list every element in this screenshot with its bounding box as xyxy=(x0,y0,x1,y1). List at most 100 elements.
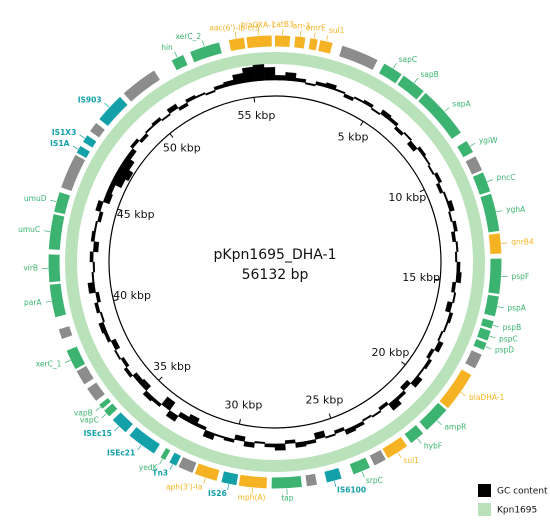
gene-label: blaDHA-1 xyxy=(469,393,505,402)
gc-bar xyxy=(423,358,433,370)
gc-bar xyxy=(396,390,407,401)
gene-arc xyxy=(171,54,188,71)
gene-arc xyxy=(54,192,71,215)
gene-label: IS6100 xyxy=(337,486,366,495)
gc-bar xyxy=(195,92,206,99)
tick-label: 55 kbp xyxy=(238,109,276,122)
gene-label: pncC xyxy=(497,173,516,182)
gc-bar xyxy=(98,321,108,334)
gc-bar xyxy=(434,340,444,353)
tick-label: 20 kbp xyxy=(371,346,409,359)
gene-arc xyxy=(228,37,246,52)
gene-leader xyxy=(487,179,494,182)
tick-mark xyxy=(253,97,256,103)
gene-leader xyxy=(50,199,57,203)
gene-arc xyxy=(419,402,447,431)
gene-leader xyxy=(413,77,419,83)
gene-label: sul1 xyxy=(403,456,419,465)
gene-arc xyxy=(488,233,502,255)
gene-label: sul1 xyxy=(329,26,345,35)
gc-bar xyxy=(213,83,225,91)
gc-bar xyxy=(403,131,413,141)
gene-label: sapA xyxy=(452,100,471,109)
gc-bar xyxy=(442,321,449,333)
gc-bar xyxy=(446,200,455,212)
gene-label: sapB xyxy=(420,70,438,79)
gc-bar xyxy=(442,191,449,203)
gene-leader xyxy=(45,300,52,303)
gene-leader xyxy=(72,145,79,150)
tick-mark xyxy=(360,121,364,126)
gene-label: vapB xyxy=(74,409,93,418)
gc-bar xyxy=(161,113,171,122)
gene-arc xyxy=(480,193,500,233)
legend-label: Kpn1695 xyxy=(497,506,537,516)
gene-label: ISEc21 xyxy=(107,448,135,457)
gene-arc xyxy=(488,258,502,295)
gc-bar xyxy=(123,367,133,378)
gene-label: yedK xyxy=(139,463,159,472)
gene-leader xyxy=(251,487,253,494)
chart-title: pKpn1695_DHA-1 xyxy=(214,247,337,263)
gene-arc xyxy=(369,449,386,466)
gc-bar xyxy=(151,116,162,127)
tick-mark xyxy=(419,189,425,193)
gene-leader xyxy=(489,335,496,339)
gene-arc xyxy=(112,412,133,433)
gc-bar xyxy=(362,414,373,422)
gene-label: emrE xyxy=(306,24,326,33)
gene-leader xyxy=(227,484,230,491)
gene-arc xyxy=(404,425,424,443)
tick-label: 10 kbp xyxy=(388,191,426,204)
gene-leader xyxy=(437,420,442,426)
gc-bar xyxy=(205,90,216,96)
gc-bar xyxy=(423,155,431,166)
gc-bar xyxy=(371,410,382,418)
gene-arc xyxy=(48,254,61,283)
gene-label: aac(6')-Ib-cr5 xyxy=(209,23,260,32)
gc-bar xyxy=(456,261,461,273)
gene-label: pspD xyxy=(495,345,514,354)
gc-baseline xyxy=(92,79,458,445)
gene-label: IS1A xyxy=(50,139,69,148)
gene-arc xyxy=(87,382,105,401)
tick-mark xyxy=(435,278,441,281)
gc-bar xyxy=(344,425,357,435)
gene-arc xyxy=(129,427,160,454)
gc-bar xyxy=(177,411,190,422)
gene-leader xyxy=(361,471,365,478)
tick-mark xyxy=(238,419,241,425)
gc-bar xyxy=(427,164,435,175)
gc-bar xyxy=(353,96,365,103)
tick-label: 35 kbp xyxy=(153,360,191,373)
gc-bar xyxy=(388,116,399,127)
gene-arc xyxy=(378,63,402,84)
gc-bar xyxy=(274,75,286,81)
axis-circle xyxy=(108,95,442,429)
tick-mark xyxy=(117,208,123,212)
gene-label: yghA xyxy=(506,205,526,214)
tick-label: 45 kbp xyxy=(117,208,155,221)
gc-bar xyxy=(97,211,104,223)
legend-swatch xyxy=(478,484,491,497)
gene-label: pspC xyxy=(499,334,518,343)
gc-bar xyxy=(99,311,105,323)
gene-leader xyxy=(496,210,503,213)
gc-bar xyxy=(274,443,286,451)
gc-bar xyxy=(437,330,444,342)
gene-label: ISEc15 xyxy=(84,429,112,438)
gene-label: ygiW xyxy=(479,136,498,145)
gene-label: parA xyxy=(24,298,42,307)
gene-leader xyxy=(64,359,71,364)
gene-leader xyxy=(444,107,450,112)
gene-arc xyxy=(472,172,491,195)
gene-leader xyxy=(44,230,51,232)
gene-arc xyxy=(246,35,272,49)
legend-label: GC content xyxy=(497,487,548,497)
gc-bar xyxy=(393,126,404,136)
gene-label: xerC_2 xyxy=(175,32,201,41)
gc-bar xyxy=(362,99,374,109)
tick-label: 50 kbp xyxy=(163,141,201,154)
gene-arc xyxy=(169,452,181,466)
gc-bar xyxy=(95,200,104,212)
